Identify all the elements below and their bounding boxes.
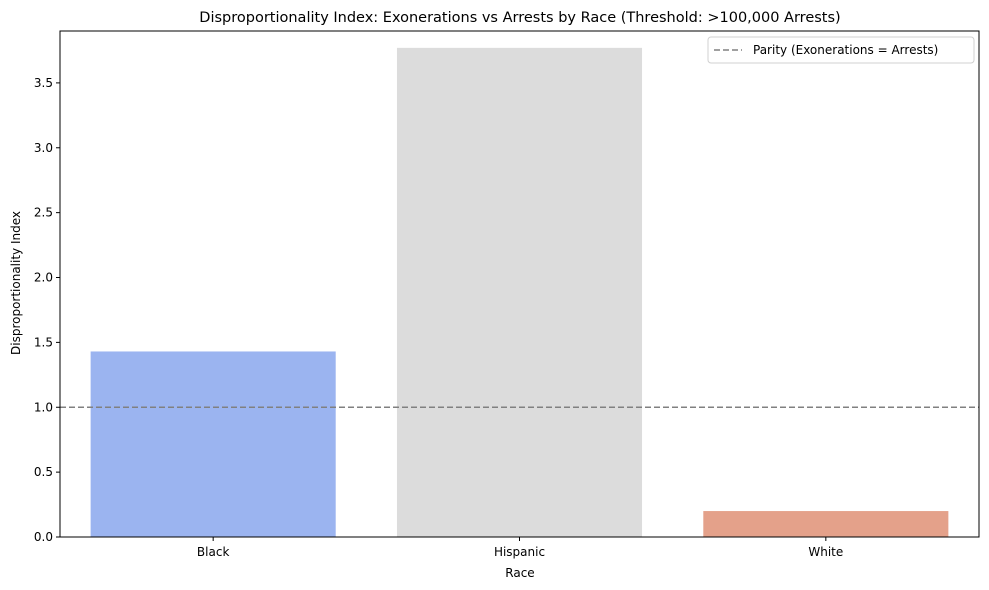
legend-label: Parity (Exonerations = Arrests) — [753, 43, 938, 57]
bar-white — [703, 511, 949, 537]
chart-title: Disproportionality Index: Exonerations v… — [199, 10, 840, 26]
y-tick-label: 3.0 — [34, 141, 53, 155]
y-tick-label: 1.5 — [34, 335, 53, 349]
y-tick-label: 2.0 — [34, 271, 53, 285]
legend: Parity (Exonerations = Arrests) — [707, 36, 975, 64]
y-tick-label: 2.5 — [34, 206, 53, 220]
y-tick-label: 0.5 — [34, 465, 53, 479]
bars-group — [90, 47, 949, 537]
bar-hispanic — [396, 47, 643, 537]
y-tick-label: 3.5 — [34, 76, 53, 90]
x-tick-label: Black — [197, 545, 230, 559]
x-tick-label: Hispanic — [494, 545, 545, 559]
y-axis-label: Disproportionality Index — [9, 211, 23, 355]
x-axis-label: Race — [505, 566, 534, 580]
bar-black — [90, 351, 336, 537]
y-axis: 0.0 0.5 1.0 1.5 2.0 2.5 3.0 3.5 — [34, 76, 60, 544]
plot-frame — [59, 30, 980, 538]
y-tick-label: 0.0 — [34, 530, 53, 544]
x-axis: Black Hispanic White — [197, 537, 843, 559]
y-tick-label: 1.0 — [34, 400, 53, 414]
legend-box — [707, 36, 975, 64]
x-tick-label: White — [808, 545, 843, 559]
